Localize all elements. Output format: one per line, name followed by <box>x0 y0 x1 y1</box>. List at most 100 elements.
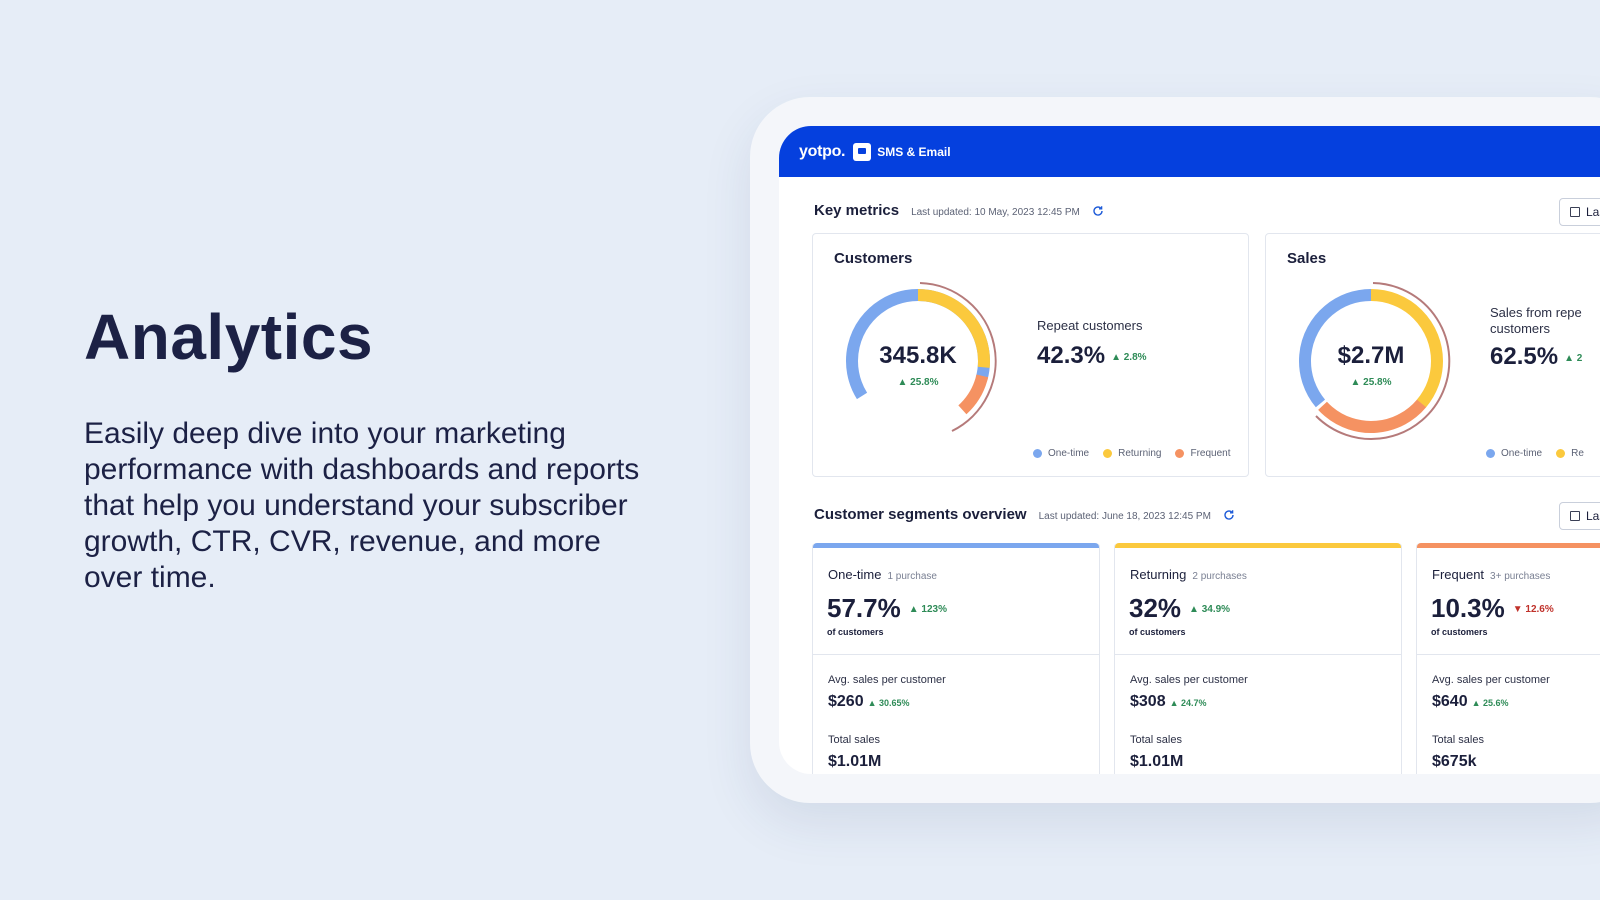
segments-date-range-button[interactable]: Las <box>1559 502 1600 530</box>
segment-pct: 57.7% ▲ 123% <box>827 593 947 624</box>
customers-card: Customers 345.8K ▲ 25.8% Repeat customer… <box>812 233 1249 477</box>
avg-sales: $308 ▲ 24.7% <box>1130 693 1207 711</box>
segment-pct-value: 32% <box>1129 593 1182 623</box>
donut-highlight-arc <box>919 282 997 432</box>
key-metrics-updated: Last updated: 10 May, 2023 12:45 PM <box>911 207 1080 218</box>
customers-legend: One-time Returning Frequent <box>1033 448 1231 459</box>
segment-card-frequent[interactable]: Frequent 3+ purchases 10.3% ▼ 12.6% of cus… <box>1416 543 1600 774</box>
sales-card: Sales $2.7M ▲ 25.8% Sales from repe cust… <box>1265 233 1600 477</box>
segment-header: Returning 2 purchases <box>1130 567 1247 582</box>
refresh-icon[interactable] <box>1223 509 1235 521</box>
segment-card-returning[interactable]: Returning 2 purchases 32% ▲ 34.9% of custo… <box>1114 543 1402 774</box>
segment-of-customers: of customers <box>1129 627 1186 637</box>
avg-sales: $640 ▲ 25.6% <box>1432 693 1509 711</box>
legend-label: Frequent <box>1190 448 1231 459</box>
repeat-customers-label: Repeat customers <box>1037 318 1143 333</box>
sales-donut[interactable] <box>1296 276 1466 446</box>
donut-segment-returning <box>1299 289 1443 433</box>
key-metrics-header: Key metrics Last updated: 10 May, 2023 1… <box>814 202 1104 219</box>
segment-sub: 3+ purchases <box>1490 571 1551 582</box>
divider <box>813 654 1099 655</box>
segment-sub: 2 purchases <box>1192 571 1247 582</box>
sales-total: $2.7M <box>1337 342 1405 369</box>
segments-updated: Last updated: June 18, 2023 12:45 PM <box>1038 511 1211 522</box>
donut-segment-frequent <box>846 289 990 433</box>
customers-total: 345.8K <box>879 342 957 369</box>
segment-of-customers: of customers <box>827 627 884 637</box>
customers-total-change: ▲ 25.8% <box>897 377 939 388</box>
segment-header: Frequent 3+ purchases <box>1432 567 1550 582</box>
segment-pct-change: ▲ 123% <box>908 604 947 615</box>
segment-pct-value: 57.7% <box>827 593 901 623</box>
sales-repeat-change: ▲ 2 <box>1564 353 1583 364</box>
sales-repeat-label: Sales from repe customers <box>1490 305 1582 336</box>
segment-pct-change: ▲ 34.9% <box>1189 604 1231 615</box>
customers-donut[interactable] <box>843 276 1013 446</box>
yotpo-logo[interactable]: yotpo. <box>799 142 846 160</box>
segment-pct-value: 10.3% <box>1431 593 1505 623</box>
divider <box>1115 654 1401 655</box>
frequent-dot-icon <box>1175 449 1185 458</box>
segment-color-bar <box>813 543 1099 548</box>
legend-returning[interactable]: Returning <box>1103 448 1161 459</box>
sms-email-icon <box>853 142 872 161</box>
sales-total-change: ▲ 25.8% <box>1350 377 1392 388</box>
segment-name: One-time <box>828 567 882 582</box>
refresh-icon[interactable] <box>1092 205 1104 217</box>
segment-name: Frequent <box>1432 567 1485 582</box>
repeat-customers-change: ▲ 2.8% <box>1111 352 1147 363</box>
segment-pct-change: ▼ 12.6% <box>1512 604 1554 615</box>
segment-pct: 10.3% ▼ 12.6% <box>1431 593 1554 624</box>
avg-sales-change: ▲ 30.65% <box>867 698 910 708</box>
sales-repeat-value: 62.5% ▲ 2 <box>1490 343 1582 371</box>
legend-label: One-time <box>1048 448 1090 459</box>
key-metrics-title: Key metrics <box>814 202 900 219</box>
legend-label: Returning <box>1118 448 1162 459</box>
date-range-button[interactable]: Las <box>1559 198 1600 226</box>
segment-name: Returning <box>1130 567 1187 582</box>
avg-sales: $260 ▲ 30.65% <box>828 693 910 711</box>
total-sales-value: $675k <box>1432 753 1477 770</box>
date-range-label: Las <box>1586 205 1600 219</box>
segment-header: One-time 1 purchase <box>828 567 937 582</box>
segments-title: Customer segments overview <box>814 506 1027 523</box>
hero-title: Analytics <box>84 301 374 373</box>
one-time-dot-icon <box>1033 449 1042 458</box>
divider <box>1417 654 1600 655</box>
segment-color-bar <box>1115 543 1401 548</box>
date-range-label: Las <box>1586 509 1600 523</box>
legend-returning[interactable]: Re <box>1556 448 1584 459</box>
avg-sales-change: ▲ 24.7% <box>1169 698 1207 708</box>
top-bar: yotpo. SMS & Email <box>779 126 1600 177</box>
total-sales-value: $1.01M <box>828 753 882 770</box>
total-sales-label: Total sales <box>1432 734 1484 746</box>
total-sales-value: $1.01M <box>1130 753 1184 770</box>
avg-sales-label: Avg. sales per customer <box>1432 674 1550 686</box>
sales-legend: One-time Re <box>1486 448 1584 459</box>
legend-label: One-time <box>1501 448 1543 459</box>
segments-header: Customer segments overview Last updated:… <box>814 506 1235 523</box>
avg-sales-value: $260 <box>828 693 864 710</box>
hero: Analytics Easily deep dive into your mar… <box>84 300 664 596</box>
one-time-dot-icon <box>1486 449 1495 458</box>
total-sales-label: Total sales <box>828 734 880 746</box>
customers-title: Customers <box>834 250 913 267</box>
avg-sales-label: Avg. sales per customer <box>828 674 946 686</box>
repeat-customers-value: 42.3% ▲ 2.8% <box>1037 342 1147 370</box>
returning-dot-icon <box>1103 449 1113 458</box>
hero-description: Easily deep dive into your marketing per… <box>84 417 640 594</box>
avg-sales-value: $640 <box>1432 693 1468 710</box>
avg-sales-value: $308 <box>1130 693 1166 710</box>
total-sales-label: Total sales <box>1130 734 1182 746</box>
legend-label: Re <box>1571 448 1584 459</box>
segment-pct: 32% ▲ 34.9% <box>1129 593 1230 624</box>
legend-frequent[interactable]: Frequent <box>1175 448 1231 459</box>
donut-highlight-arc <box>1315 282 1451 440</box>
product-name[interactable]: SMS & Email <box>877 144 951 159</box>
avg-sales-label: Avg. sales per customer <box>1130 674 1248 686</box>
legend-one-time[interactable]: One-time <box>1486 448 1542 459</box>
sales-title: Sales <box>1287 250 1327 267</box>
calendar-icon <box>1570 511 1580 521</box>
segment-card-one-time[interactable]: One-time 1 purchase 57.7% ▲ 123% of custom… <box>812 543 1100 774</box>
legend-one-time[interactable]: One-time <box>1033 448 1089 459</box>
